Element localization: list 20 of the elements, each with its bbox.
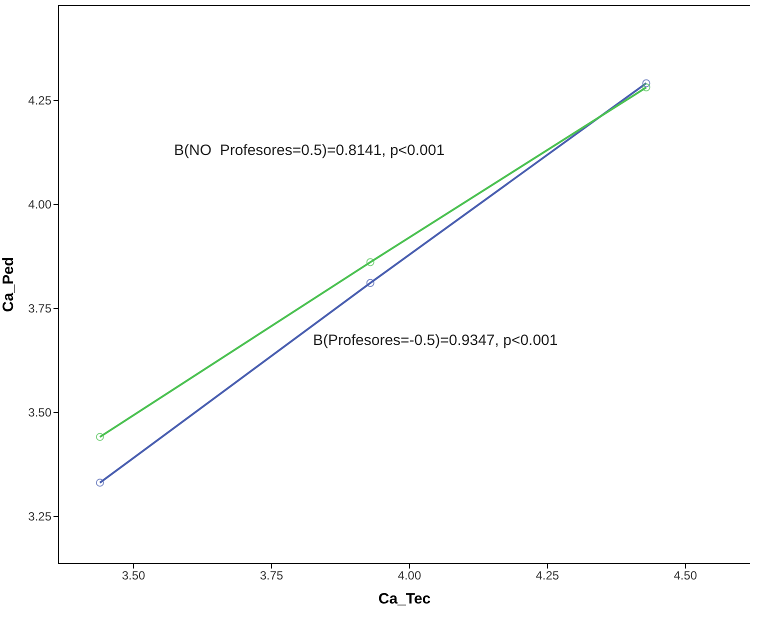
x-tick-label: 4.50 — [674, 568, 698, 582]
x-tick-label: 4.00 — [398, 568, 422, 582]
x-tick-label: 4.25 — [536, 568, 560, 582]
point — [96, 432, 104, 441]
x-tick-label: 3.75 — [260, 568, 284, 582]
point — [642, 83, 650, 92]
point — [642, 79, 650, 88]
y-tick-label: 3.50 — [28, 405, 52, 420]
y-tick-label: 3.25 — [28, 509, 52, 524]
annotation: B(NO Profesores=0.5)=0.8141, p<0.001 — [174, 142, 445, 159]
y-tick-label: 3.75 — [28, 301, 52, 316]
y-axis-title: Ca_Ped — [0, 256, 18, 312]
x-axis-title: Ca_Tec — [378, 590, 431, 608]
x-tick-label: 3.50 — [122, 568, 146, 582]
point — [96, 478, 104, 487]
point — [366, 258, 374, 266]
y-tick-label: 4.25 — [28, 93, 52, 108]
y-tick-label: 4.00 — [28, 197, 52, 212]
annotation: B(Profesores=-0.5)=0.9347, p<0.001 — [313, 332, 558, 349]
point — [366, 278, 374, 287]
